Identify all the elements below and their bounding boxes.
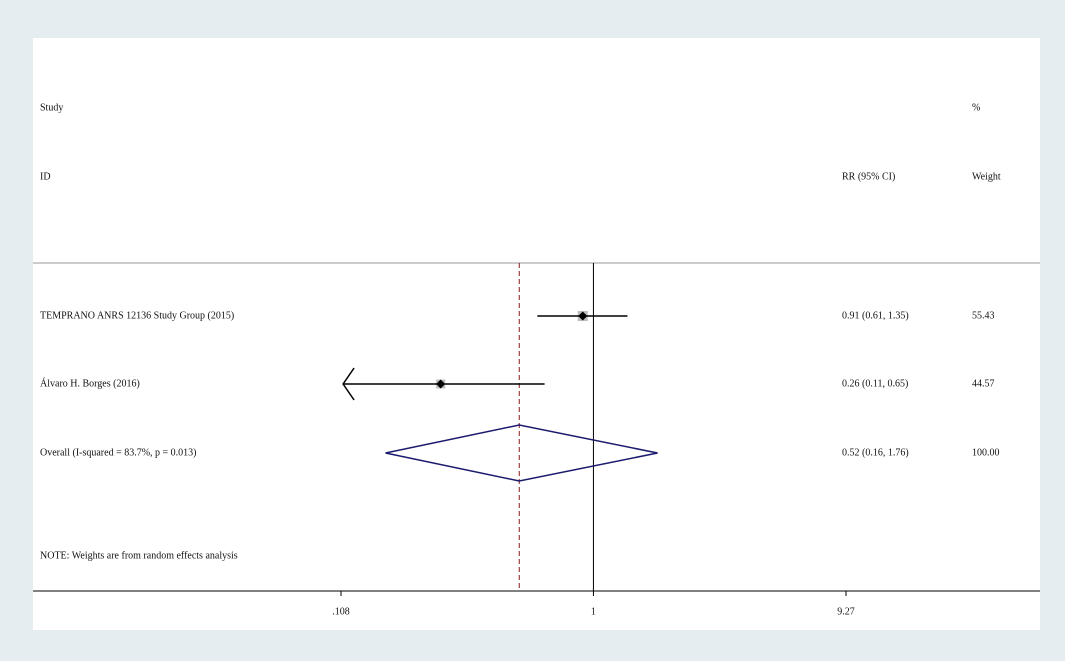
study-label: Álvaro H. Borges (2016)	[40, 377, 140, 389]
point-estimate	[436, 379, 446, 389]
x-tick-label: .108	[332, 606, 350, 617]
x-tick-label: 9.27	[837, 606, 855, 617]
plot-panel	[33, 38, 1040, 630]
weight-label: 55.43	[972, 310, 995, 321]
header: Study	[40, 102, 63, 113]
header: Weight	[972, 171, 1001, 182]
x-tick-label: 1	[591, 606, 596, 617]
header: %	[972, 102, 980, 113]
rr-label: 0.26 (0.11, 0.65)	[842, 378, 908, 389]
rr-label: 0.52 (0.16, 1.76)	[842, 447, 909, 458]
weight-label: 44.57	[972, 378, 995, 389]
header: ID	[40, 171, 51, 182]
header: RR (95% CI)	[842, 171, 895, 182]
weight-label: 100.00	[972, 447, 1000, 458]
overall-diamond	[385, 424, 658, 482]
overall-label: Overall (I-squared = 83.7%, p = 0.013)	[40, 447, 197, 458]
note: NOTE: Weights are from random effects an…	[40, 550, 238, 561]
study-label: TEMPRANO ANRS 12136 Study Group (2015)	[40, 310, 234, 321]
point-estimate	[578, 311, 588, 321]
ci-arrow	[342, 367, 355, 401]
rr-label: 0.91 (0.61, 1.35)	[842, 310, 909, 321]
